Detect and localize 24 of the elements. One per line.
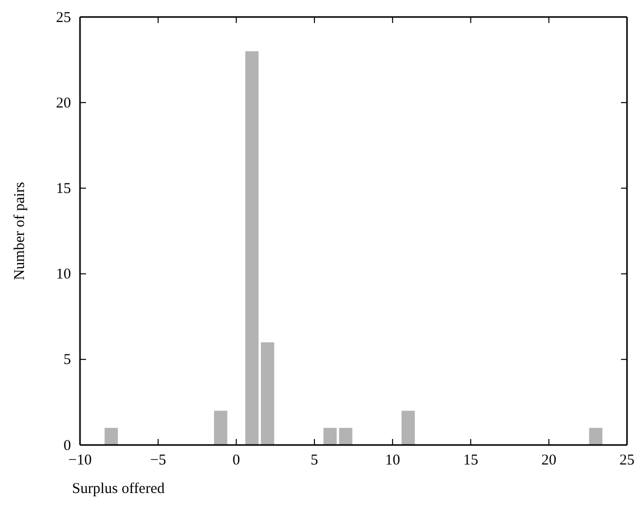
x-tick-label: 0 bbox=[232, 452, 240, 469]
x-axis-title: Surplus offered bbox=[72, 481, 166, 497]
y-tick-label: 10 bbox=[56, 266, 71, 283]
x-tick-label: −5 bbox=[150, 452, 166, 469]
y-tick-label: 20 bbox=[56, 95, 71, 112]
x-tick-label: 20 bbox=[541, 452, 556, 469]
x-tick-label: 5 bbox=[310, 452, 318, 469]
bar bbox=[104, 428, 118, 445]
bar bbox=[402, 410, 415, 445]
bar bbox=[260, 342, 274, 445]
x-tick-label: 25 bbox=[620, 452, 634, 469]
x-tick-label: 10 bbox=[385, 452, 400, 469]
x-tick-label: −10 bbox=[68, 452, 92, 469]
bar bbox=[339, 428, 352, 445]
y-axis-title: Number of pairs bbox=[12, 182, 28, 280]
y-tick-label: 25 bbox=[56, 10, 71, 26]
y-tick-label: 15 bbox=[56, 181, 71, 197]
bar bbox=[589, 428, 602, 445]
y-tick-label: 0 bbox=[64, 438, 71, 454]
y-tick-label: 5 bbox=[64, 352, 71, 368]
bar bbox=[323, 428, 337, 445]
bar bbox=[214, 410, 228, 445]
bar bbox=[245, 51, 259, 445]
x-tick-label: 15 bbox=[463, 452, 478, 469]
